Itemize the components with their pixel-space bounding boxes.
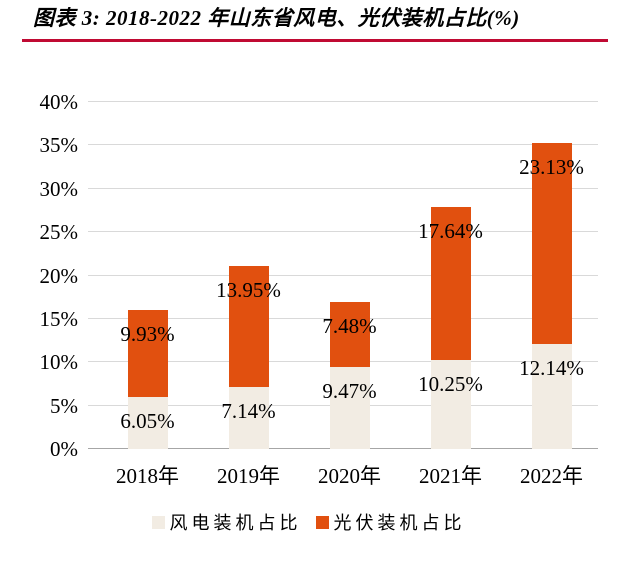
stacked-bar: 17.64% 10.25% [418,207,483,449]
stacked-bar: 7.48% 9.47% [322,301,377,449]
x-axis-label: 2019年 [217,464,280,488]
bar-segment-wind: 12.14% [519,343,584,449]
bar-segment-solar: 13.95% [216,266,281,388]
stacked-bar: 23.13% 12.14% [519,143,584,449]
bars-row: 9.93% 6.05% 2018年 13.95% 7.14% 2019年 7.48% 9.47… [97,102,602,488]
y-axis-tick-label: 10% [39,350,79,375]
category-cell: 7.48% 9.47% 2020年 [299,102,400,488]
legend-item-solar: 光伏装机占比 [315,509,466,535]
y-axis-tick-label: 25% [39,220,79,245]
bar-segment-solar: 9.93% [120,310,175,397]
gridline [88,274,598,276]
x-axis-label: 2021年 [419,464,482,488]
legend-item-wind: 风电装机占比 [151,509,302,535]
solar-value-label: 23.13% [519,155,584,180]
bar-segment-wind: 7.14% [221,387,276,449]
gridline [88,187,598,189]
wind-value-label: 7.14% [221,399,276,424]
legend-label-solar: 光伏装机占比 [333,513,466,533]
category-cell: 17.64% 10.25% 2021年 [400,102,501,488]
bar-segment-wind: 6.05% [120,396,175,449]
solar-swatch-icon [315,515,329,529]
wind-value-label: 6.05% [120,408,175,433]
wind-value-label: 12.14% [519,355,584,380]
legend-label-wind: 风电装机占比 [169,513,302,533]
bar-segment-wind: 10.25% [418,360,483,449]
solar-value-label: 7.48% [322,313,377,338]
chart-legend: 风电装机占比 光伏装机占比 [0,509,617,535]
y-axis-tick-label: 15% [39,306,79,331]
solar-value-label: 9.93% [120,322,175,347]
y-axis-tick-label: 40% [39,90,79,114]
y-axis-tick-label: 30% [39,176,79,201]
x-axis-label: 2018年 [116,464,179,488]
figure-title: 图表 3: 2018-2022 年山东省风电、光伏装机占比(%) [33,6,520,30]
gridline [88,231,598,233]
bar-segment-solar: 23.13% [519,143,584,344]
gridline [88,144,598,146]
bar-segment-solar: 7.48% [322,301,377,367]
solar-value-label: 17.64% [418,219,483,244]
stacked-bar: 9.93% 6.05% [120,310,175,449]
y-axis-tick-label: 20% [39,263,79,288]
stacked-bar: 13.95% 7.14% [216,266,281,449]
category-cell: 9.93% 6.05% 2018年 [97,102,198,488]
wind-value-label: 9.47% [322,378,377,403]
x-axis-label: 2020年 [318,464,381,488]
wind-swatch-icon [151,515,165,529]
y-axis-tick-label: 5% [50,393,78,418]
gridline [88,101,598,102]
category-cell: 23.13% 12.14% 2022年 [501,102,602,488]
title-rule [22,39,608,42]
bar-segment-solar: 17.64% [418,207,483,361]
solar-value-label: 13.95% [216,278,281,303]
y-axis-tick-label: 35% [39,133,79,158]
category-cell: 13.95% 7.14% 2019年 [198,102,299,488]
y-axis-tick-label: 0% [50,437,78,461]
wind-value-label: 10.25% [418,372,483,397]
bar-segment-wind: 9.47% [322,366,377,449]
x-axis-label: 2022年 [520,464,583,488]
plot-area: 0% 5% 10% 15% 20% 25% 30% 35% 40% 9.93% 6.05% 2018… [40,90,598,488]
